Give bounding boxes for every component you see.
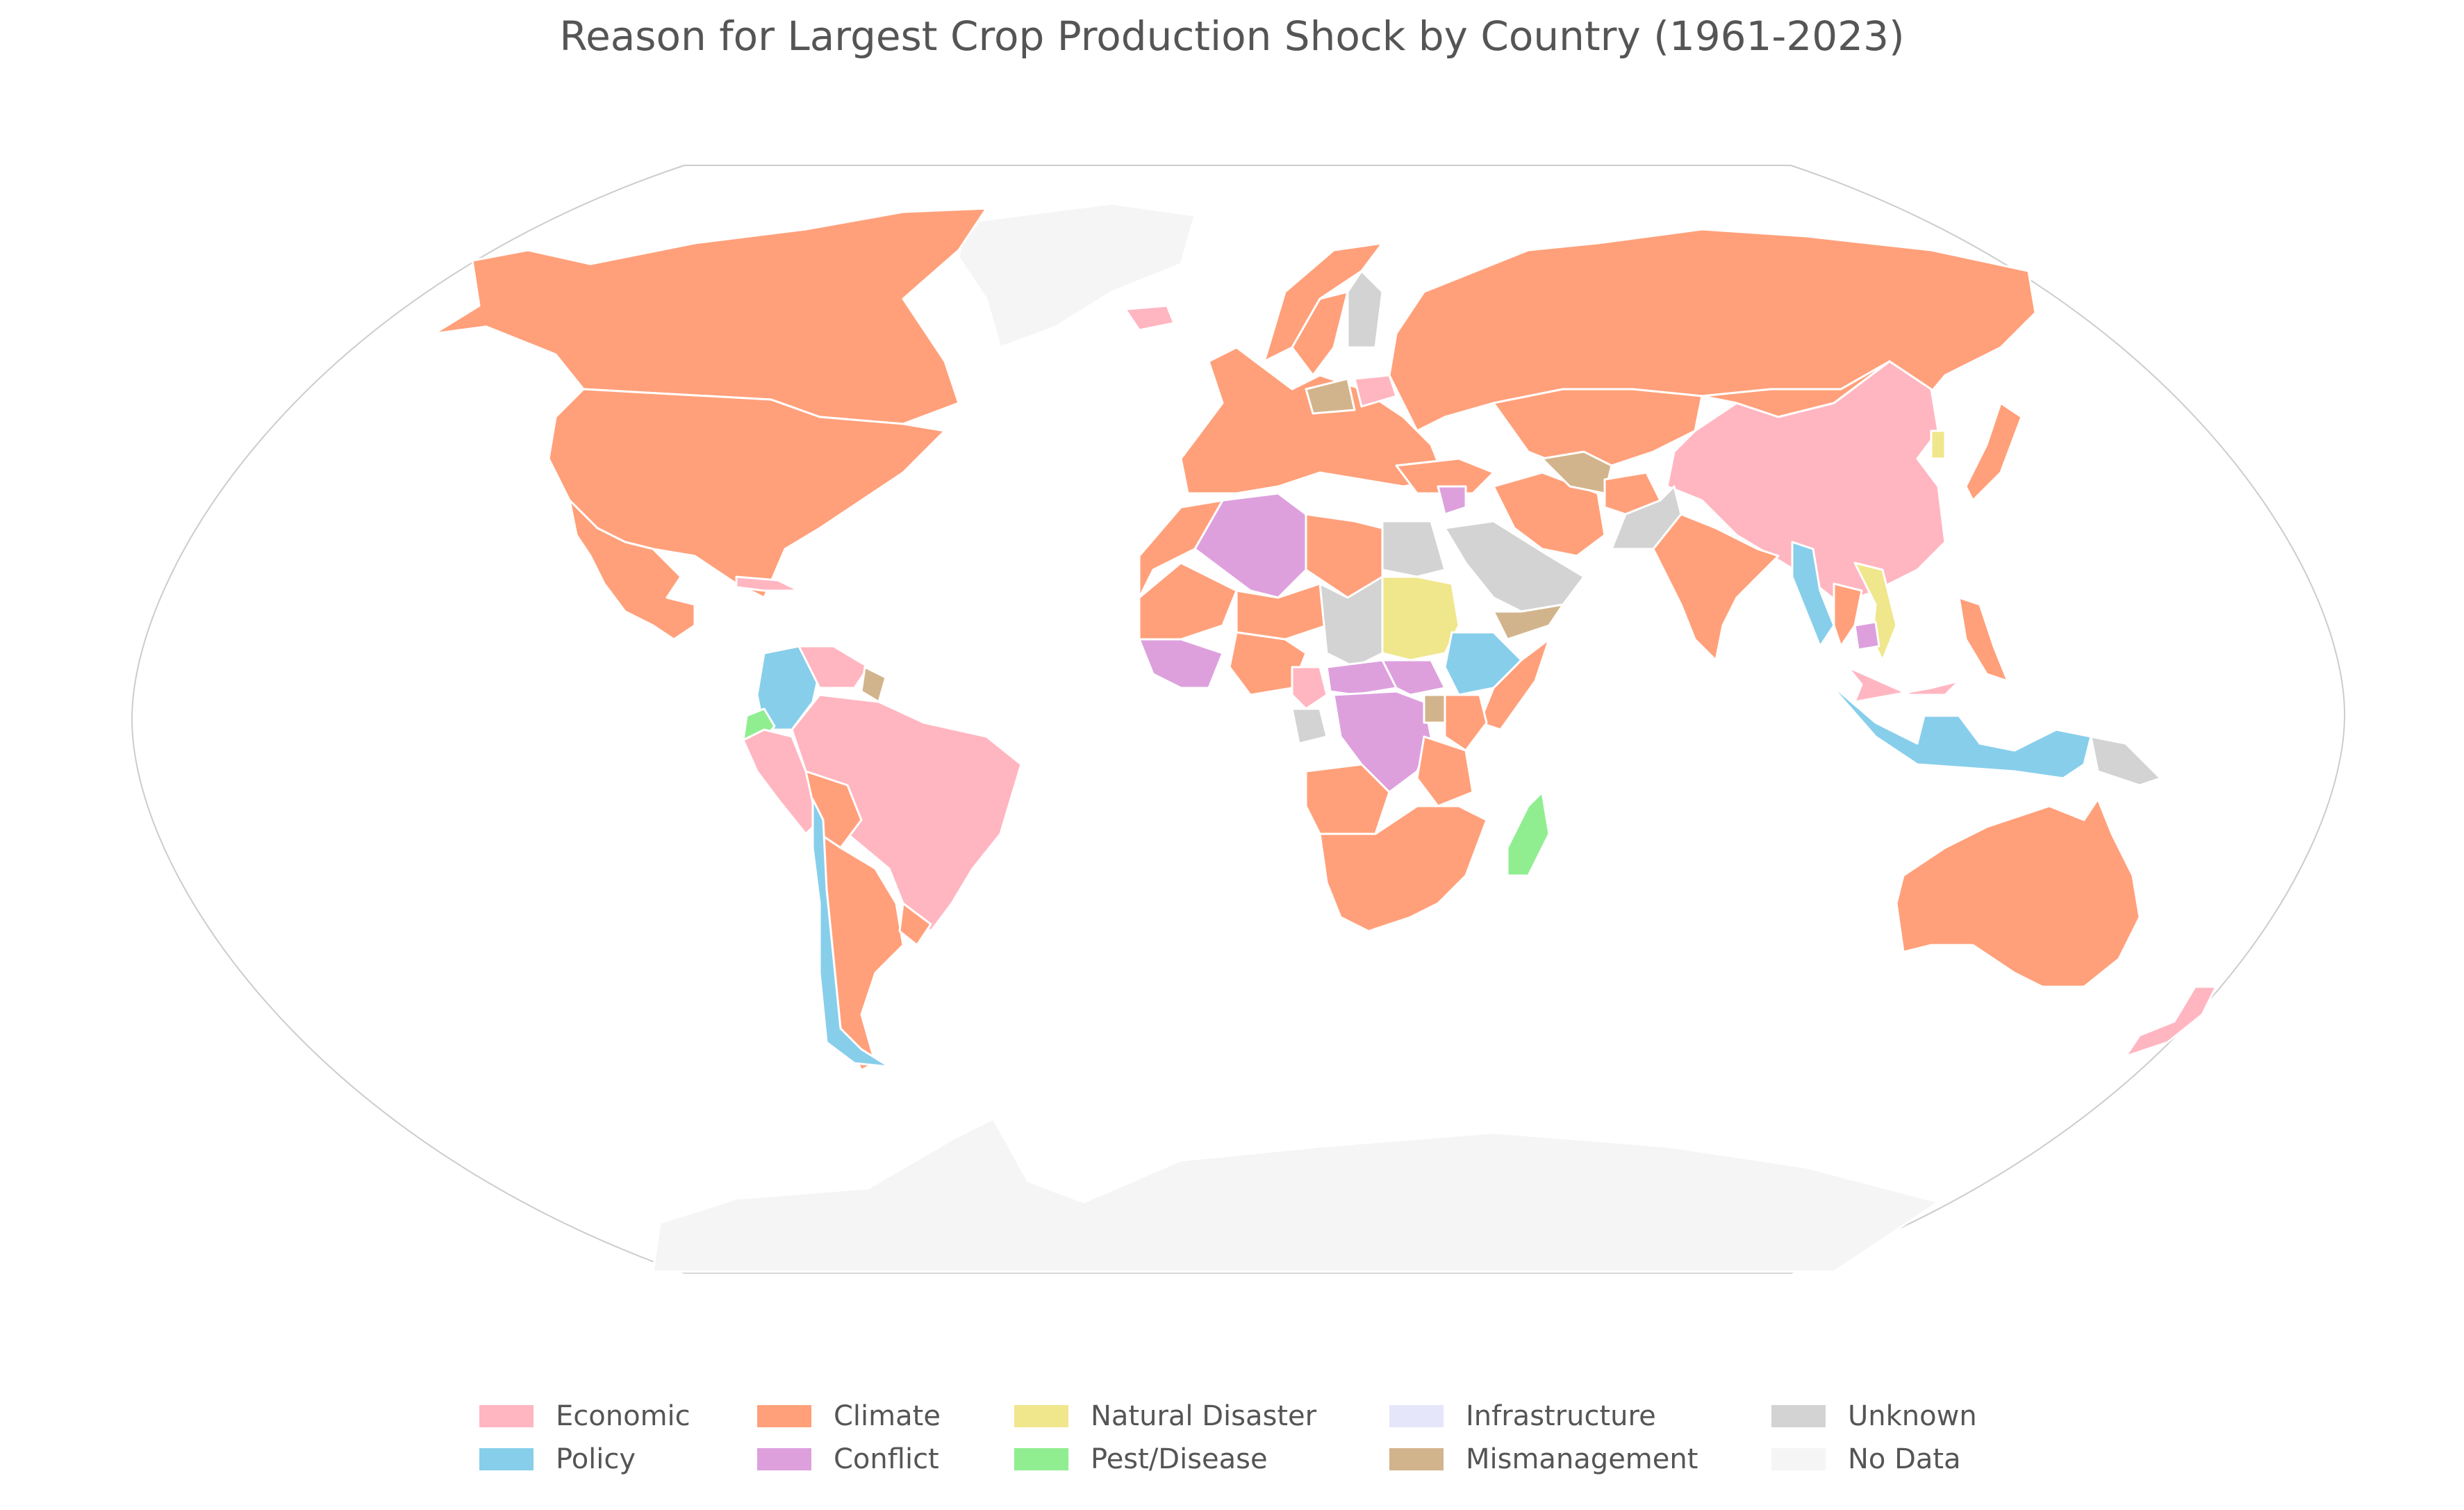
region-myanmar[interactable]: Myanmar: [1791, 541, 1835, 648]
region-antarctica[interactable]: Antarctica: [652, 1117, 1940, 1273]
region-guyana[interactable]: Guyana: [860, 666, 887, 703]
region-kazakhstan[interactable]: Kazakhstan: [1492, 388, 1703, 467]
region-new-zealand[interactable]: New Zealand: [2124, 985, 2217, 1058]
legend-label: Economic: [556, 1400, 691, 1432]
region-kenya[interactable]: Kenya: [1444, 694, 1488, 752]
legend-item-mismanagement: Mismanagement: [1389, 1440, 1698, 1479]
region-thailand[interactable]: Thailand: [1833, 582, 1863, 648]
region-sudan[interactable]: Sudan: [1381, 575, 1460, 662]
region-car[interactable]: Central African Republic: [1325, 659, 1398, 696]
region-uruguay[interactable]: Uruguay: [898, 902, 932, 946]
legend-label: No Data: [1848, 1443, 1961, 1475]
legend-label: Policy: [556, 1443, 636, 1475]
legend-item-conflict: Conflict: [757, 1440, 939, 1479]
legend-swatch: [1771, 1405, 1826, 1427]
region-finland[interactable]: Finland: [1346, 270, 1384, 349]
region-liberia[interactable]: Liberia: [1138, 638, 1224, 689]
legend-swatch: [479, 1448, 534, 1470]
legend-swatch: [757, 1405, 811, 1427]
legend-swatch: [1389, 1405, 1444, 1427]
legend-label: Mismanagement: [1466, 1443, 1698, 1475]
legend-item-economic: Economic: [479, 1397, 691, 1436]
legend-label: Pest/Disease: [1091, 1443, 1268, 1475]
legend: Economic Policy Climate Conflict Natural Dis…: [479, 1397, 2008, 1494]
region-malaysia[interactable]: Malaysia: [1846, 666, 1960, 703]
region-congo-dr[interactable]: Congo DR: [1332, 690, 1432, 794]
region-india[interactable]: India: [1652, 513, 1780, 662]
region-uganda[interactable]: Uganda: [1423, 694, 1446, 724]
region-chile[interactable]: Chile: [811, 798, 891, 1068]
legend-label: Conflict: [834, 1443, 939, 1475]
legend-swatch: [757, 1448, 811, 1470]
region-madagascar[interactable]: Madagascar: [1506, 791, 1551, 877]
region-tanzania[interactable]: Tanzania: [1416, 735, 1474, 807]
region-png[interactable]: Papua New Guinea: [2090, 735, 2162, 787]
legend-item-no-data: No Data: [1771, 1440, 1961, 1479]
region-iran[interactable]: Iran: [1492, 471, 1606, 557]
region-philippines[interactable]: Philippines: [1958, 596, 2009, 682]
page-title: Reason for Largest Crop Production Shock…: [559, 13, 1905, 60]
region-mali[interactable]: Mali: [1138, 561, 1238, 641]
region-turkey[interactable]: Turkey: [1395, 457, 1495, 495]
region-vietnam[interactable]: Vietnam: [1853, 561, 1898, 662]
region-mongolia[interactable]: Mongolia: [1701, 360, 1891, 418]
region-greenland[interactable]: Greenland: [957, 202, 1196, 349]
legend-item-policy: Policy: [479, 1440, 636, 1479]
region-cuba[interactable]: Cuba: [735, 575, 800, 592]
map-frame: [131, 165, 2346, 1274]
legend-item-climate: Climate: [757, 1397, 941, 1436]
region-canada[interactable]: Canada: [433, 207, 988, 425]
region-gabon[interactable]: Gabon: [1291, 707, 1328, 745]
region-morocco[interactable]: Morocco: [1138, 499, 1224, 599]
region-japan[interactable]: Japan: [1965, 402, 2023, 502]
region-southern-africa[interactable]: Southern Africa: [1318, 805, 1488, 933]
legend-label: Natural Disaster: [1091, 1400, 1317, 1432]
region-venezuela[interactable]: Venezuela: [797, 645, 870, 689]
region-cameroon[interactable]: Cameroon: [1291, 666, 1328, 710]
legend-label: Unknown: [1848, 1400, 1977, 1432]
legend-item-unknown: Unknown: [1771, 1397, 1977, 1436]
region-europe[interactable]: Europe: [1180, 346, 1446, 495]
legend-swatch: [1389, 1448, 1444, 1470]
region-mexico[interactable]: Mexico: [568, 499, 696, 641]
region-belarus[interactable]: Belarus: [1353, 374, 1398, 408]
legend-swatch: [479, 1405, 534, 1427]
legend-item-infrastructure: Infrastructure: [1389, 1397, 1656, 1436]
region-indonesia[interactable]: Indonesia: [1826, 680, 2092, 780]
region-egypt[interactable]: Egypt: [1381, 520, 1446, 578]
region-north-korea[interactable]: North Korea: [1930, 429, 1946, 460]
region-iceland[interactable]: Iceland: [1124, 304, 1175, 331]
legend-swatch: [1014, 1448, 1068, 1470]
legend-item-pest-disease: Pest/Disease: [1014, 1440, 1268, 1479]
region-south-sudan[interactable]: South Sudan: [1381, 659, 1446, 696]
region-russia[interactable]: Russia: [1388, 228, 2037, 432]
legend-label: Infrastructure: [1466, 1400, 1656, 1432]
region-syria[interactable]: Syria: [1437, 485, 1467, 516]
legend-item-natural-disaster: Natural Disaster: [1014, 1397, 1316, 1436]
region-poland[interactable]: Poland: [1305, 377, 1356, 415]
region-sweden[interactable]: Sweden: [1291, 290, 1349, 377]
legend-swatch: [1014, 1405, 1068, 1427]
region-algeria[interactable]: Algeria: [1193, 492, 1307, 599]
legend-swatch: [1771, 1448, 1826, 1470]
legend-label: Climate: [834, 1400, 941, 1432]
region-yemen[interactable]: Yemen: [1492, 603, 1564, 641]
region-brazil[interactable]: Brazil: [791, 694, 1023, 933]
region-cambodia[interactable]: Cambodia: [1853, 621, 1880, 651]
region-australia[interactable]: Australia: [1895, 798, 2141, 988]
